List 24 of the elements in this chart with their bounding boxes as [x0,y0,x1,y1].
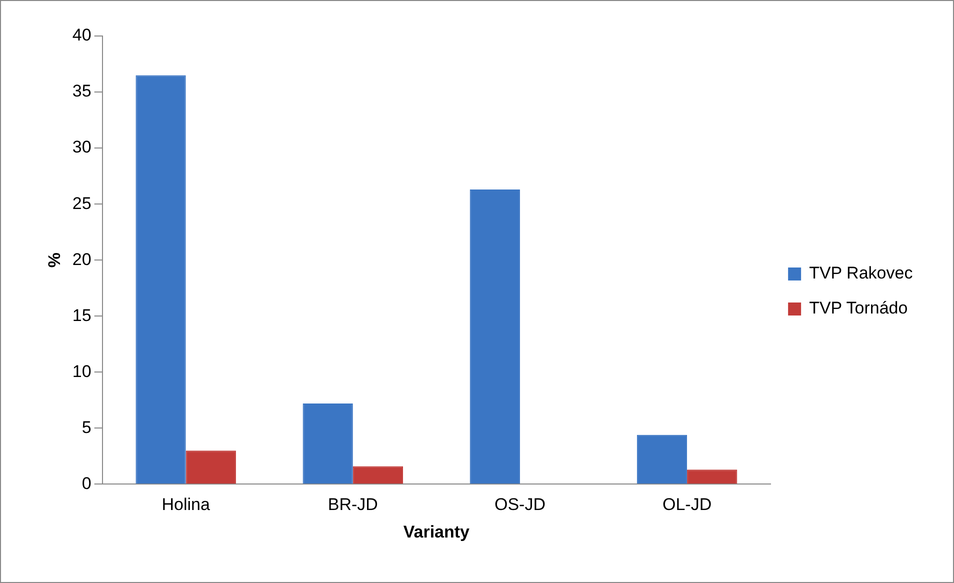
bar [136,75,186,484]
x-axis-title: Varianty [403,522,470,542]
bar [352,466,404,484]
x-tick-label: OL-JD [662,495,712,514]
y-tick-label: 0 [82,474,92,493]
x-tick-label: OS-JD [494,495,546,514]
bar [302,404,353,484]
y-tick-label: 10 [72,362,92,381]
y-tick-label: 20 [72,250,92,269]
y-tick-label: 5 [82,418,92,437]
bar [636,434,688,484]
x-tick-label: Holina [162,495,210,514]
legend-label: TVP Tornádo [809,298,908,318]
y-tick-label: 25 [72,194,92,213]
y-tick-label: 15 [72,306,92,325]
y-tick-label: 35 [72,82,92,101]
y-tick-label: 30 [72,138,92,157]
bar [470,190,520,484]
y-axis-title: % [44,252,64,268]
bar [186,450,236,484]
y-tick-label: 40 [72,26,92,45]
x-tick-label: BR-JD [328,495,378,514]
bar [687,470,738,484]
legend-label: TVP Rakovec [809,264,914,283]
